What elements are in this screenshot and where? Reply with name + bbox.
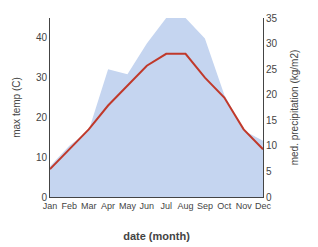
- svg-text:40: 40: [36, 32, 48, 43]
- svg-text:Aug: Aug: [178, 201, 194, 211]
- svg-text:May: May: [119, 201, 137, 211]
- svg-text:30: 30: [266, 38, 278, 49]
- svg-text:0: 0: [41, 192, 47, 203]
- svg-text:Sep: Sep: [197, 201, 213, 211]
- svg-text:Dec: Dec: [255, 201, 272, 211]
- svg-text:10: 10: [266, 140, 278, 151]
- svg-text:Nov: Nov: [236, 201, 253, 211]
- svg-text:Oct: Oct: [217, 201, 232, 211]
- svg-text:med. precipitation (kg/m2): med. precipitation (kg/m2): [289, 50, 300, 166]
- svg-text:Mar: Mar: [81, 201, 97, 211]
- svg-text:Feb: Feb: [62, 201, 78, 211]
- svg-text:20: 20: [36, 112, 48, 123]
- svg-text:Jul: Jul: [160, 201, 172, 211]
- svg-text:15: 15: [266, 115, 278, 126]
- svg-text:35: 35: [266, 13, 278, 24]
- svg-text:10: 10: [36, 152, 48, 163]
- svg-text:date (month): date (month): [123, 230, 190, 242]
- svg-text:20: 20: [266, 89, 278, 100]
- svg-text:0: 0: [266, 192, 272, 203]
- svg-text:max temp (C): max temp (C): [11, 77, 22, 138]
- svg-text:Jun: Jun: [140, 201, 155, 211]
- svg-text:25: 25: [266, 64, 278, 75]
- svg-text:5: 5: [266, 166, 272, 177]
- svg-text:Apr: Apr: [101, 201, 115, 211]
- svg-text:Jan: Jan: [43, 201, 58, 211]
- svg-text:30: 30: [36, 72, 48, 83]
